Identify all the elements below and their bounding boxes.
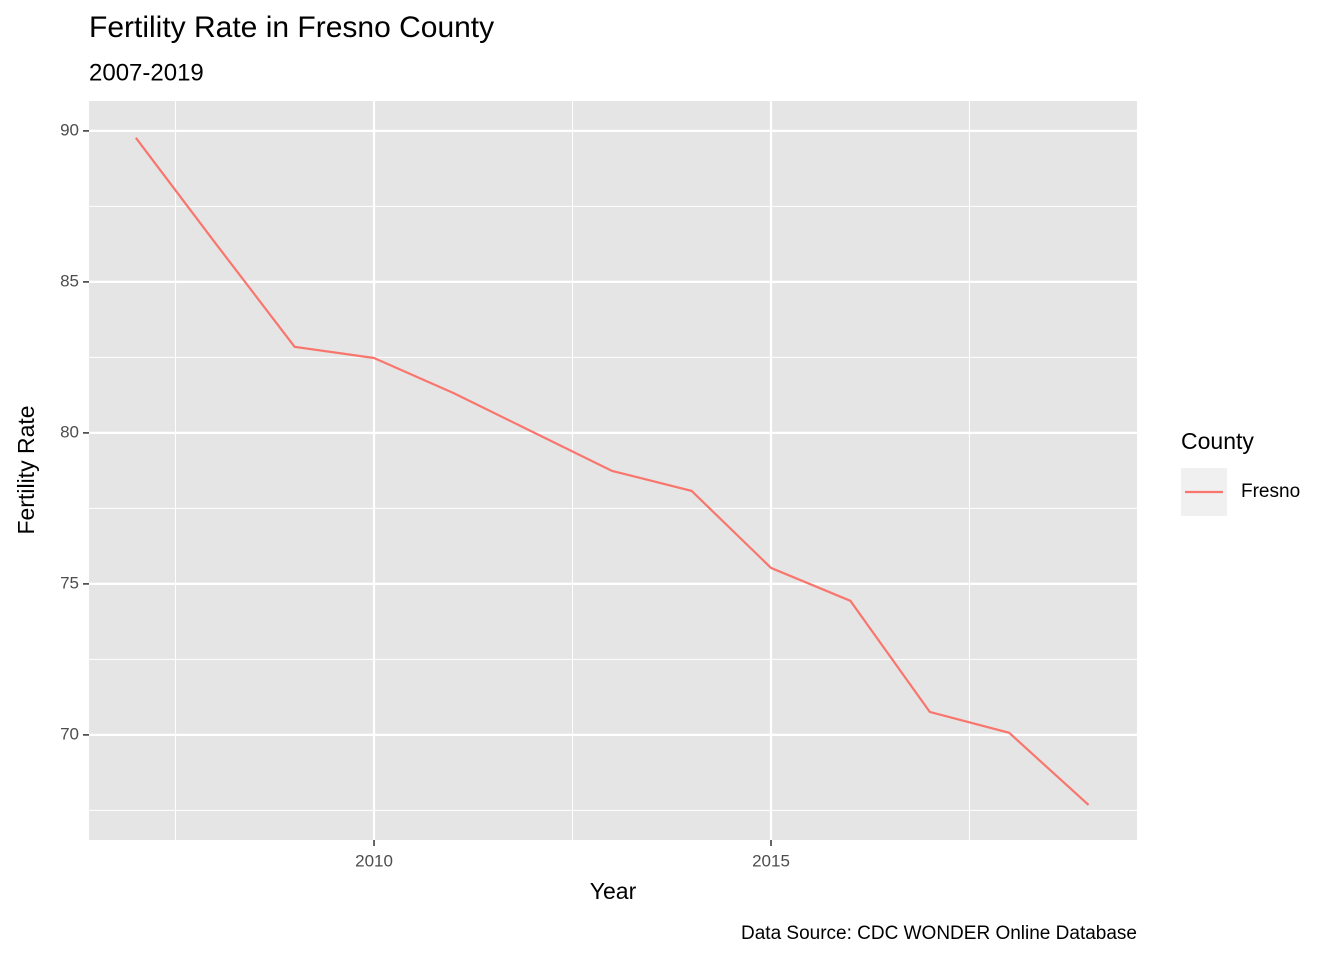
series-line <box>134 137 1090 806</box>
y-tick-label: 70 <box>60 724 79 743</box>
x-tick-label: 2010 <box>355 851 393 870</box>
y-tick-label: 85 <box>60 271 79 290</box>
y-tick-label: 80 <box>60 422 79 441</box>
legend-title: County <box>1181 428 1254 454</box>
y-tick-label: 75 <box>60 573 79 592</box>
legend-label: Fresno <box>1241 481 1300 502</box>
y-tick-label: 90 <box>60 120 79 139</box>
chart-subtitle: 2007-2019 <box>89 59 204 86</box>
caption: Data Source: CDC WONDER Online Database <box>741 923 1137 944</box>
x-tick-label: 2015 <box>752 851 790 870</box>
chart-title: Fertility Rate in Fresno County <box>89 11 494 44</box>
x-axis-title: Year <box>590 878 637 904</box>
y-axis-title: Fertility Rate <box>13 405 39 534</box>
